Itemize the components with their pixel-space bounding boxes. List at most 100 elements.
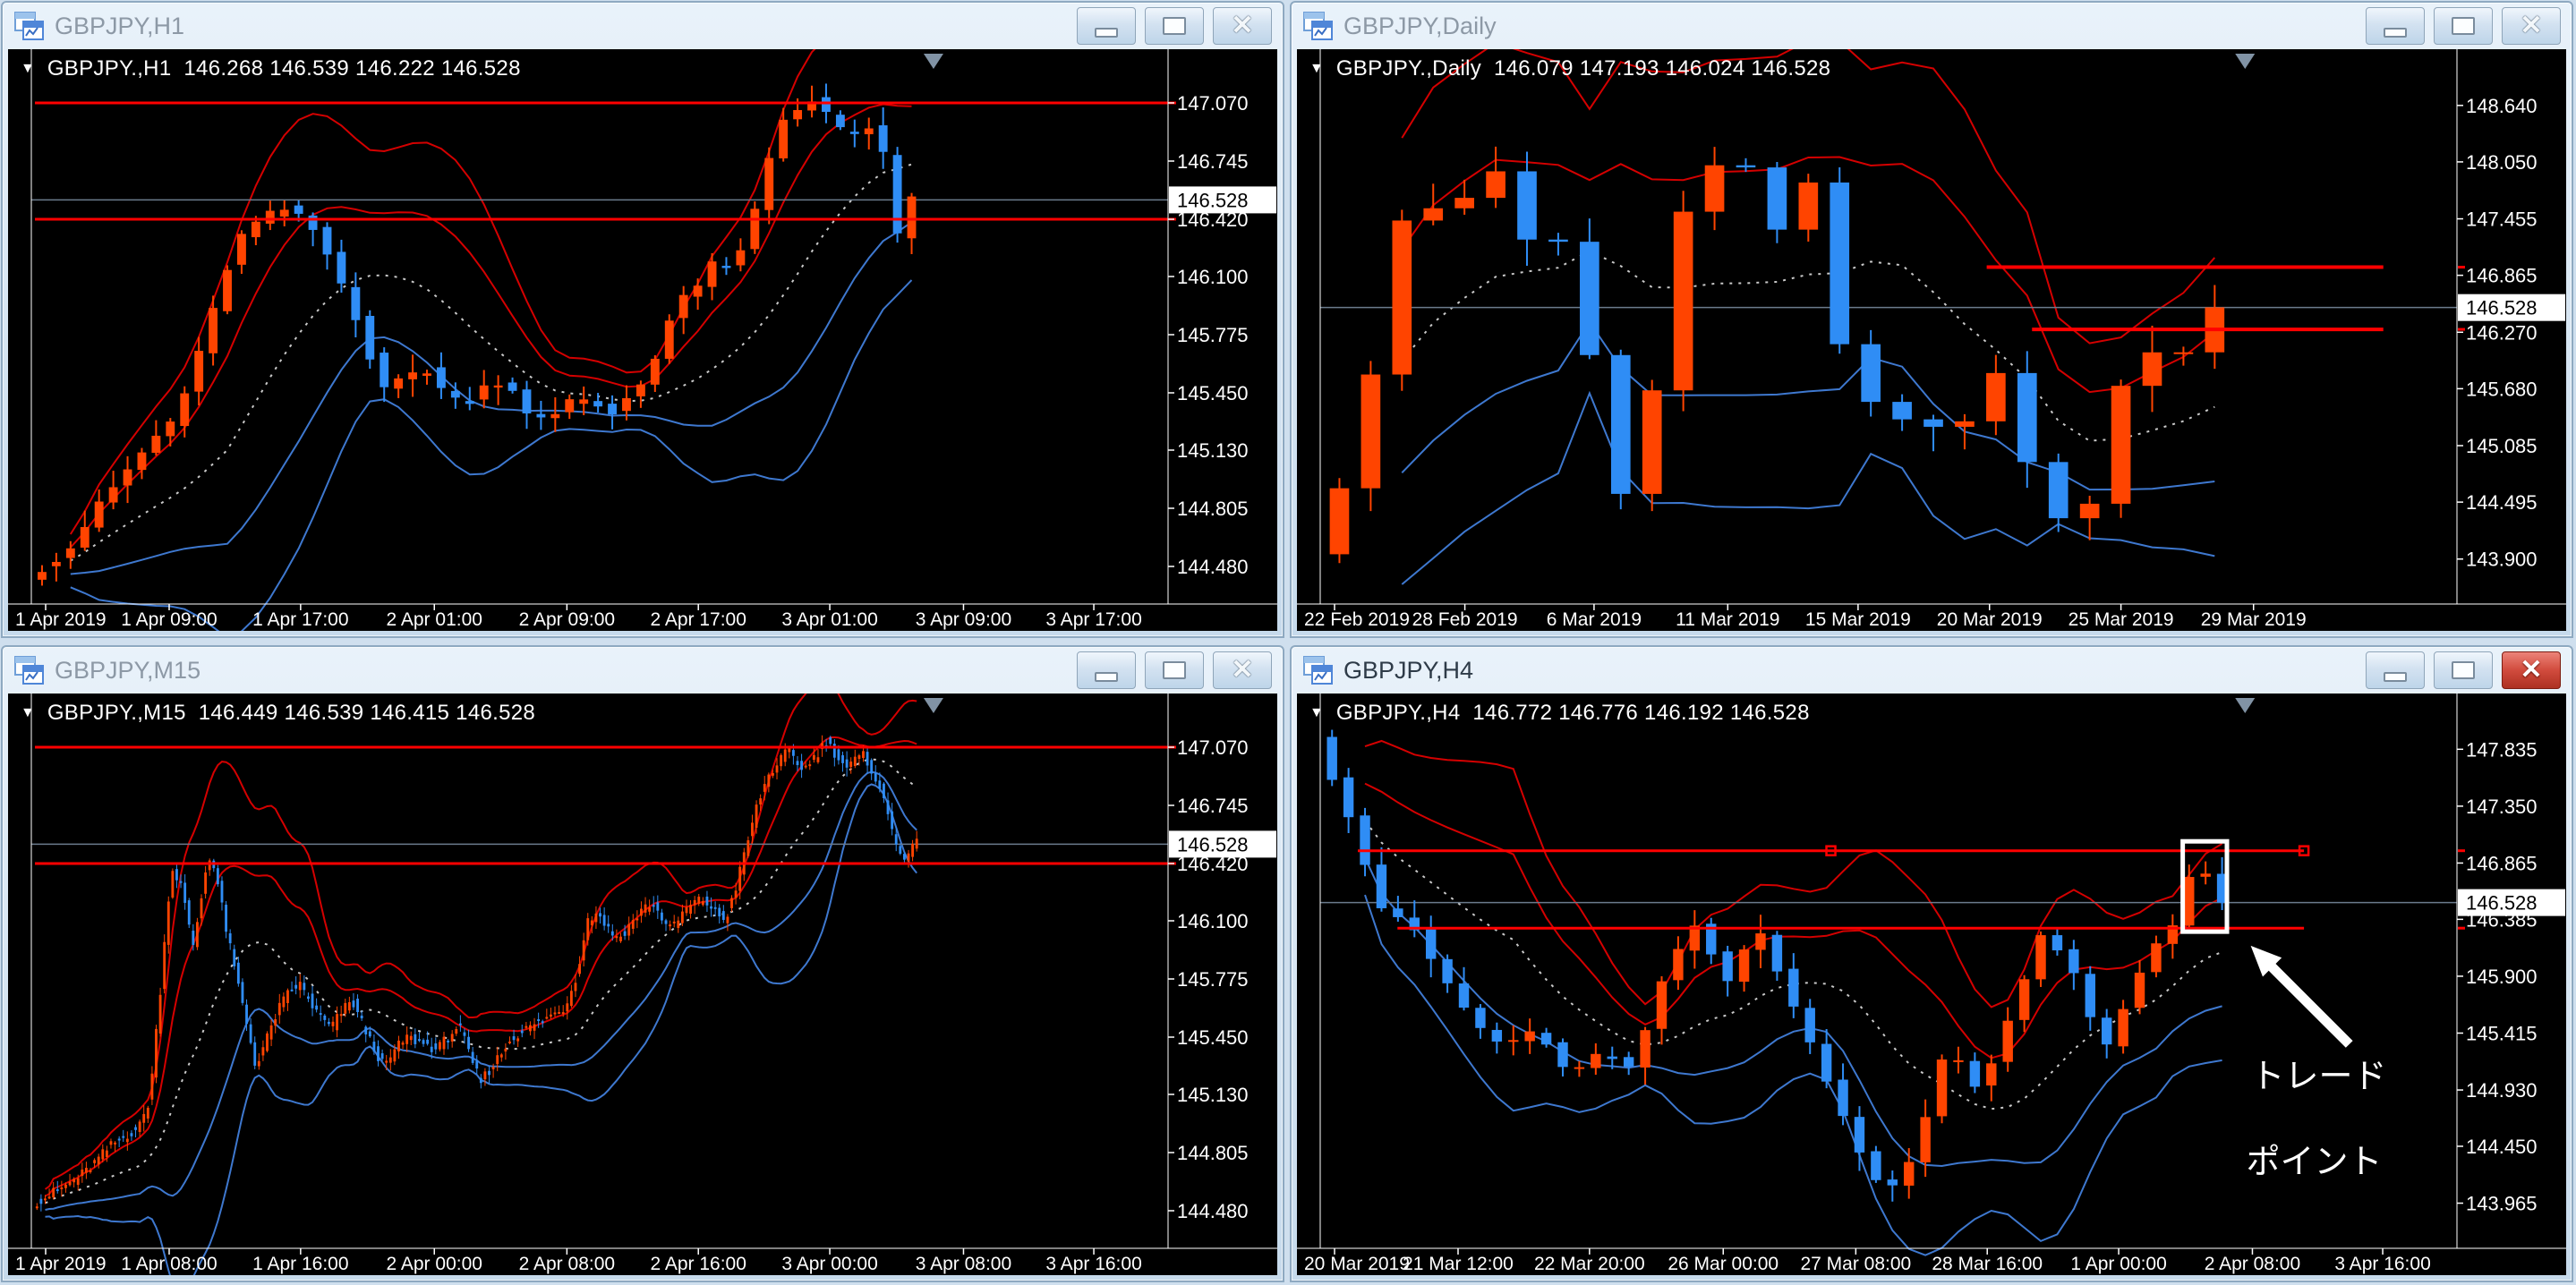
window-titlebar[interactable]: GBPJPY,H1 ✕	[3, 3, 1283, 49]
window-title: GBPJPY,M15	[55, 656, 201, 684]
window-controls: ✕	[1077, 651, 1275, 689]
svg-text:1 Apr 00:00: 1 Apr 00:00	[2070, 1254, 2166, 1274]
svg-text:2 Apr 16:00: 2 Apr 16:00	[651, 1254, 746, 1274]
symbol-dropdown-icon[interactable]: ▼	[21, 61, 35, 76]
restore-icon	[1163, 661, 1186, 679]
svg-text:145.900: 145.900	[2466, 966, 2538, 988]
annotation-label: トレード	[2251, 1058, 2387, 1095]
close-button[interactable]: ✕	[2502, 7, 2561, 45]
svg-text:146.100: 146.100	[1177, 910, 1249, 932]
price-chart-m15[interactable]: 147.070146.745146.420146.100145.775145.4…	[8, 694, 1277, 1275]
symbol-dropdown-icon[interactable]: ▼	[1309, 705, 1324, 720]
svg-text:2 Apr 08:00: 2 Apr 08:00	[519, 1254, 615, 1274]
current-price-tag	[2458, 889, 2565, 916]
chart-shift-marker-icon	[2235, 54, 2256, 69]
svg-text:147.070: 147.070	[1177, 736, 1249, 759]
price-axis: 147.070146.745146.420146.100145.775145.4…	[1168, 736, 1276, 1222]
annotation-label: ポイント	[2246, 1144, 2382, 1181]
chart-shift-marker-icon	[2235, 698, 2256, 713]
svg-text:2 Apr 01:00: 2 Apr 01:00	[387, 609, 482, 630]
svg-text:6 Mar 2019: 6 Mar 2019	[1547, 609, 1642, 630]
chart-window-h4: GBPJPY,H4 ✕ トレード ポイント 147.835 147.350 146.86…	[1290, 645, 2573, 1282]
chart-info-bar: ▼ GBPJPY.,H1 146.268 146.539 146.222 146…	[21, 56, 521, 81]
svg-text:3 Apr 16:00: 3 Apr 16:00	[1045, 1254, 1141, 1274]
chart-window-h1: GBPJPY,H1 ✕ 147.070 146.745 146.420 146.100…	[1, 1, 1284, 638]
indicator-bands	[1401, 49, 2216, 585]
svg-text:145.415: 145.415	[2466, 1022, 2538, 1044]
svg-text:146.865: 146.865	[2466, 852, 2538, 874]
svg-text:145.680: 145.680	[2466, 378, 2538, 400]
svg-text:146.528: 146.528	[2466, 297, 2538, 319]
highlight-box	[2180, 838, 2230, 934]
candles	[1326, 729, 2228, 1202]
minimize-button[interactable]	[2366, 651, 2425, 689]
price-chart-daily[interactable]: 148.640 148.050 147.455 146.865 146.270 145.6…	[1297, 49, 2566, 631]
ohlc-readout: GBPJPY.,M15 146.449 146.539 146.415 146.…	[47, 701, 536, 725]
svg-text:22 Mar 20:00: 22 Mar 20:00	[1534, 1254, 1645, 1274]
svg-text:145.130: 145.130	[1177, 439, 1249, 462]
window-titlebar[interactable]: GBPJPY,M15 ✕	[3, 647, 1283, 694]
svg-text:144.805: 144.805	[1177, 1142, 1249, 1164]
restore-button[interactable]	[1145, 651, 1204, 689]
svg-text:144.480: 144.480	[1177, 556, 1249, 578]
minimize-icon	[1095, 671, 1118, 682]
window-controls: ✕	[1077, 7, 1275, 45]
chart-shift-marker-icon	[923, 698, 943, 713]
svg-text:147.070: 147.070	[1177, 92, 1249, 115]
svg-text:145.775: 145.775	[1177, 324, 1249, 346]
restore-button[interactable]	[2434, 651, 2493, 689]
chart-area-daily[interactable]: 148.640 148.050 147.455 146.865 146.270 145.6…	[1297, 49, 2566, 631]
axis-frame	[8, 49, 1277, 605]
price-chart-h4[interactable]: トレードポイント147.835147.350146.865146.385145.…	[1297, 694, 2566, 1275]
minimize-button[interactable]	[1077, 651, 1136, 689]
chart-window-m15: GBPJPY,M15 ✕ 147.070 146.745 146.420 146.10…	[1, 645, 1284, 1282]
svg-text:146.528: 146.528	[2466, 892, 2538, 915]
svg-text:27 Mar 08:00: 27 Mar 08:00	[1800, 1254, 1911, 1274]
chart-area-h1[interactable]: 147.070 146.745 146.420 146.100 145.775 145.4…	[8, 49, 1277, 631]
candles	[38, 83, 917, 586]
minimize-button[interactable]	[1077, 7, 1136, 45]
svg-text:2 Apr 00:00: 2 Apr 00:00	[387, 1254, 482, 1274]
svg-text:146.528: 146.528	[1177, 189, 1249, 211]
svg-text:1 Apr 09:00: 1 Apr 09:00	[121, 609, 217, 630]
arrow-icon	[2250, 945, 2353, 1048]
svg-text:146.865: 146.865	[2466, 265, 2538, 287]
symbol-dropdown-icon[interactable]: ▼	[21, 705, 35, 720]
current-price-tag	[2458, 294, 2565, 321]
chart-area-m15[interactable]: 147.070 146.745 146.420 146.100 145.775 145.4…	[8, 694, 1277, 1275]
chart-area-h4[interactable]: トレード ポイント 147.835 147.350 146.865 146.385 145.…	[1297, 694, 2566, 1275]
svg-text:144.480: 144.480	[1177, 1200, 1249, 1222]
svg-text:29 Mar 2019: 29 Mar 2019	[2201, 609, 2307, 630]
close-button[interactable]: ✕	[2502, 651, 2561, 689]
chart-window-daily: GBPJPY,Daily ✕ 148.640 148.050 147.455 146.…	[1290, 1, 2573, 638]
chart-info-bar: ▼ GBPJPY.,H4 146.772 146.776 146.192 146…	[1309, 701, 1810, 726]
minimize-button[interactable]	[2366, 7, 2425, 45]
close-icon: ✕	[1231, 11, 1254, 40]
svg-text:144.805: 144.805	[1177, 498, 1249, 520]
svg-text:146.745: 146.745	[1177, 795, 1249, 817]
window-titlebar[interactable]: GBPJPY,H4 ✕	[1292, 647, 2572, 694]
svg-text:1 Apr 2019: 1 Apr 2019	[15, 1254, 107, 1274]
symbol-dropdown-icon[interactable]: ▼	[1309, 61, 1324, 76]
price-chart-h1[interactable]: 147.070146.745146.420146.100145.775145.4…	[8, 49, 1277, 631]
svg-text:145.450: 145.450	[1177, 1026, 1249, 1049]
svg-text:147.350: 147.350	[2466, 796, 2538, 818]
svg-text:148.050: 148.050	[2466, 151, 2538, 174]
close-button[interactable]: ✕	[1213, 7, 1272, 45]
axis-frame	[1297, 49, 2566, 605]
svg-text:21 Mar 12:00: 21 Mar 12:00	[1403, 1254, 1514, 1274]
ohlc-readout: GBPJPY.,H1 146.268 146.539 146.222 146.5…	[47, 56, 521, 81]
restore-button[interactable]	[2434, 7, 2493, 45]
close-icon: ✕	[1231, 655, 1254, 685]
restore-button[interactable]	[1145, 7, 1204, 45]
window-titlebar[interactable]: GBPJPY,Daily ✕	[1292, 3, 2572, 49]
indicator-bands	[69, 49, 913, 631]
svg-text:26 Mar 00:00: 26 Mar 00:00	[1668, 1254, 1778, 1274]
svg-text:3 Apr 17:00: 3 Apr 17:00	[1045, 609, 1141, 630]
current-price-tag	[1169, 186, 1276, 214]
price-axis: 148.640 148.050 147.455 146.865 146.270 145.6…	[2457, 95, 2565, 571]
current-price-tag	[1169, 830, 1276, 858]
window-title: GBPJPY,H4	[1343, 656, 1474, 684]
close-button[interactable]: ✕	[1213, 651, 1272, 689]
